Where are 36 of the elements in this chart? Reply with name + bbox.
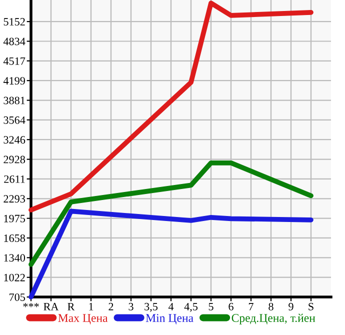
y-tick-label: 5152 (4, 18, 25, 26)
x-tick-label: 8 (268, 302, 274, 310)
y-tick-label: 4834 (3, 38, 26, 46)
line-series (28, 0, 314, 212)
y-tick-label: 4199 (3, 77, 25, 85)
y-tick-label: 3564 (4, 116, 26, 124)
x-tick-label: R (68, 302, 75, 310)
x-tick-label: 3,5 (144, 302, 158, 312)
x-tick-label: *** (23, 302, 39, 308)
x-tick-label: 1 (89, 302, 94, 310)
x-tick-label: RA (44, 302, 59, 310)
line-series (28, 208, 314, 300)
x-tick-label: 2 (108, 302, 114, 310)
y-tick-label: 2293 (4, 195, 26, 203)
y-tick-label: 1022 (4, 274, 25, 282)
x-tick-label: 6 (228, 302, 234, 310)
legend-label: Сред.Цена, т.йен (232, 314, 316, 324)
x-tick-label: 3 (128, 302, 134, 310)
y-tick-label: 705 (10, 293, 26, 301)
x-tick-label: 4 (168, 302, 174, 310)
x-tick-label: 5 (208, 302, 214, 310)
y-tick-label: 3246 (4, 136, 26, 144)
y-tick-label: 3881 (4, 96, 25, 104)
y-tick-label: 2611 (4, 175, 25, 183)
y-tick-label: 1975 (4, 214, 26, 222)
legend-label: Max Цена (58, 314, 108, 324)
x-tick-label: 7 (248, 302, 254, 310)
y-tick-label: 1658 (4, 234, 26, 242)
x-tick-label: S (308, 302, 314, 310)
y-tick-label: 4517 (3, 57, 26, 65)
y-tick-label: 2928 (4, 156, 26, 164)
y-tick-label: 1340 (4, 254, 26, 262)
legend-label: Min Цена (146, 314, 194, 324)
line-series (28, 160, 314, 267)
x-tick-label: 9 (288, 302, 294, 310)
x-tick-label: 4,5 (184, 302, 198, 312)
